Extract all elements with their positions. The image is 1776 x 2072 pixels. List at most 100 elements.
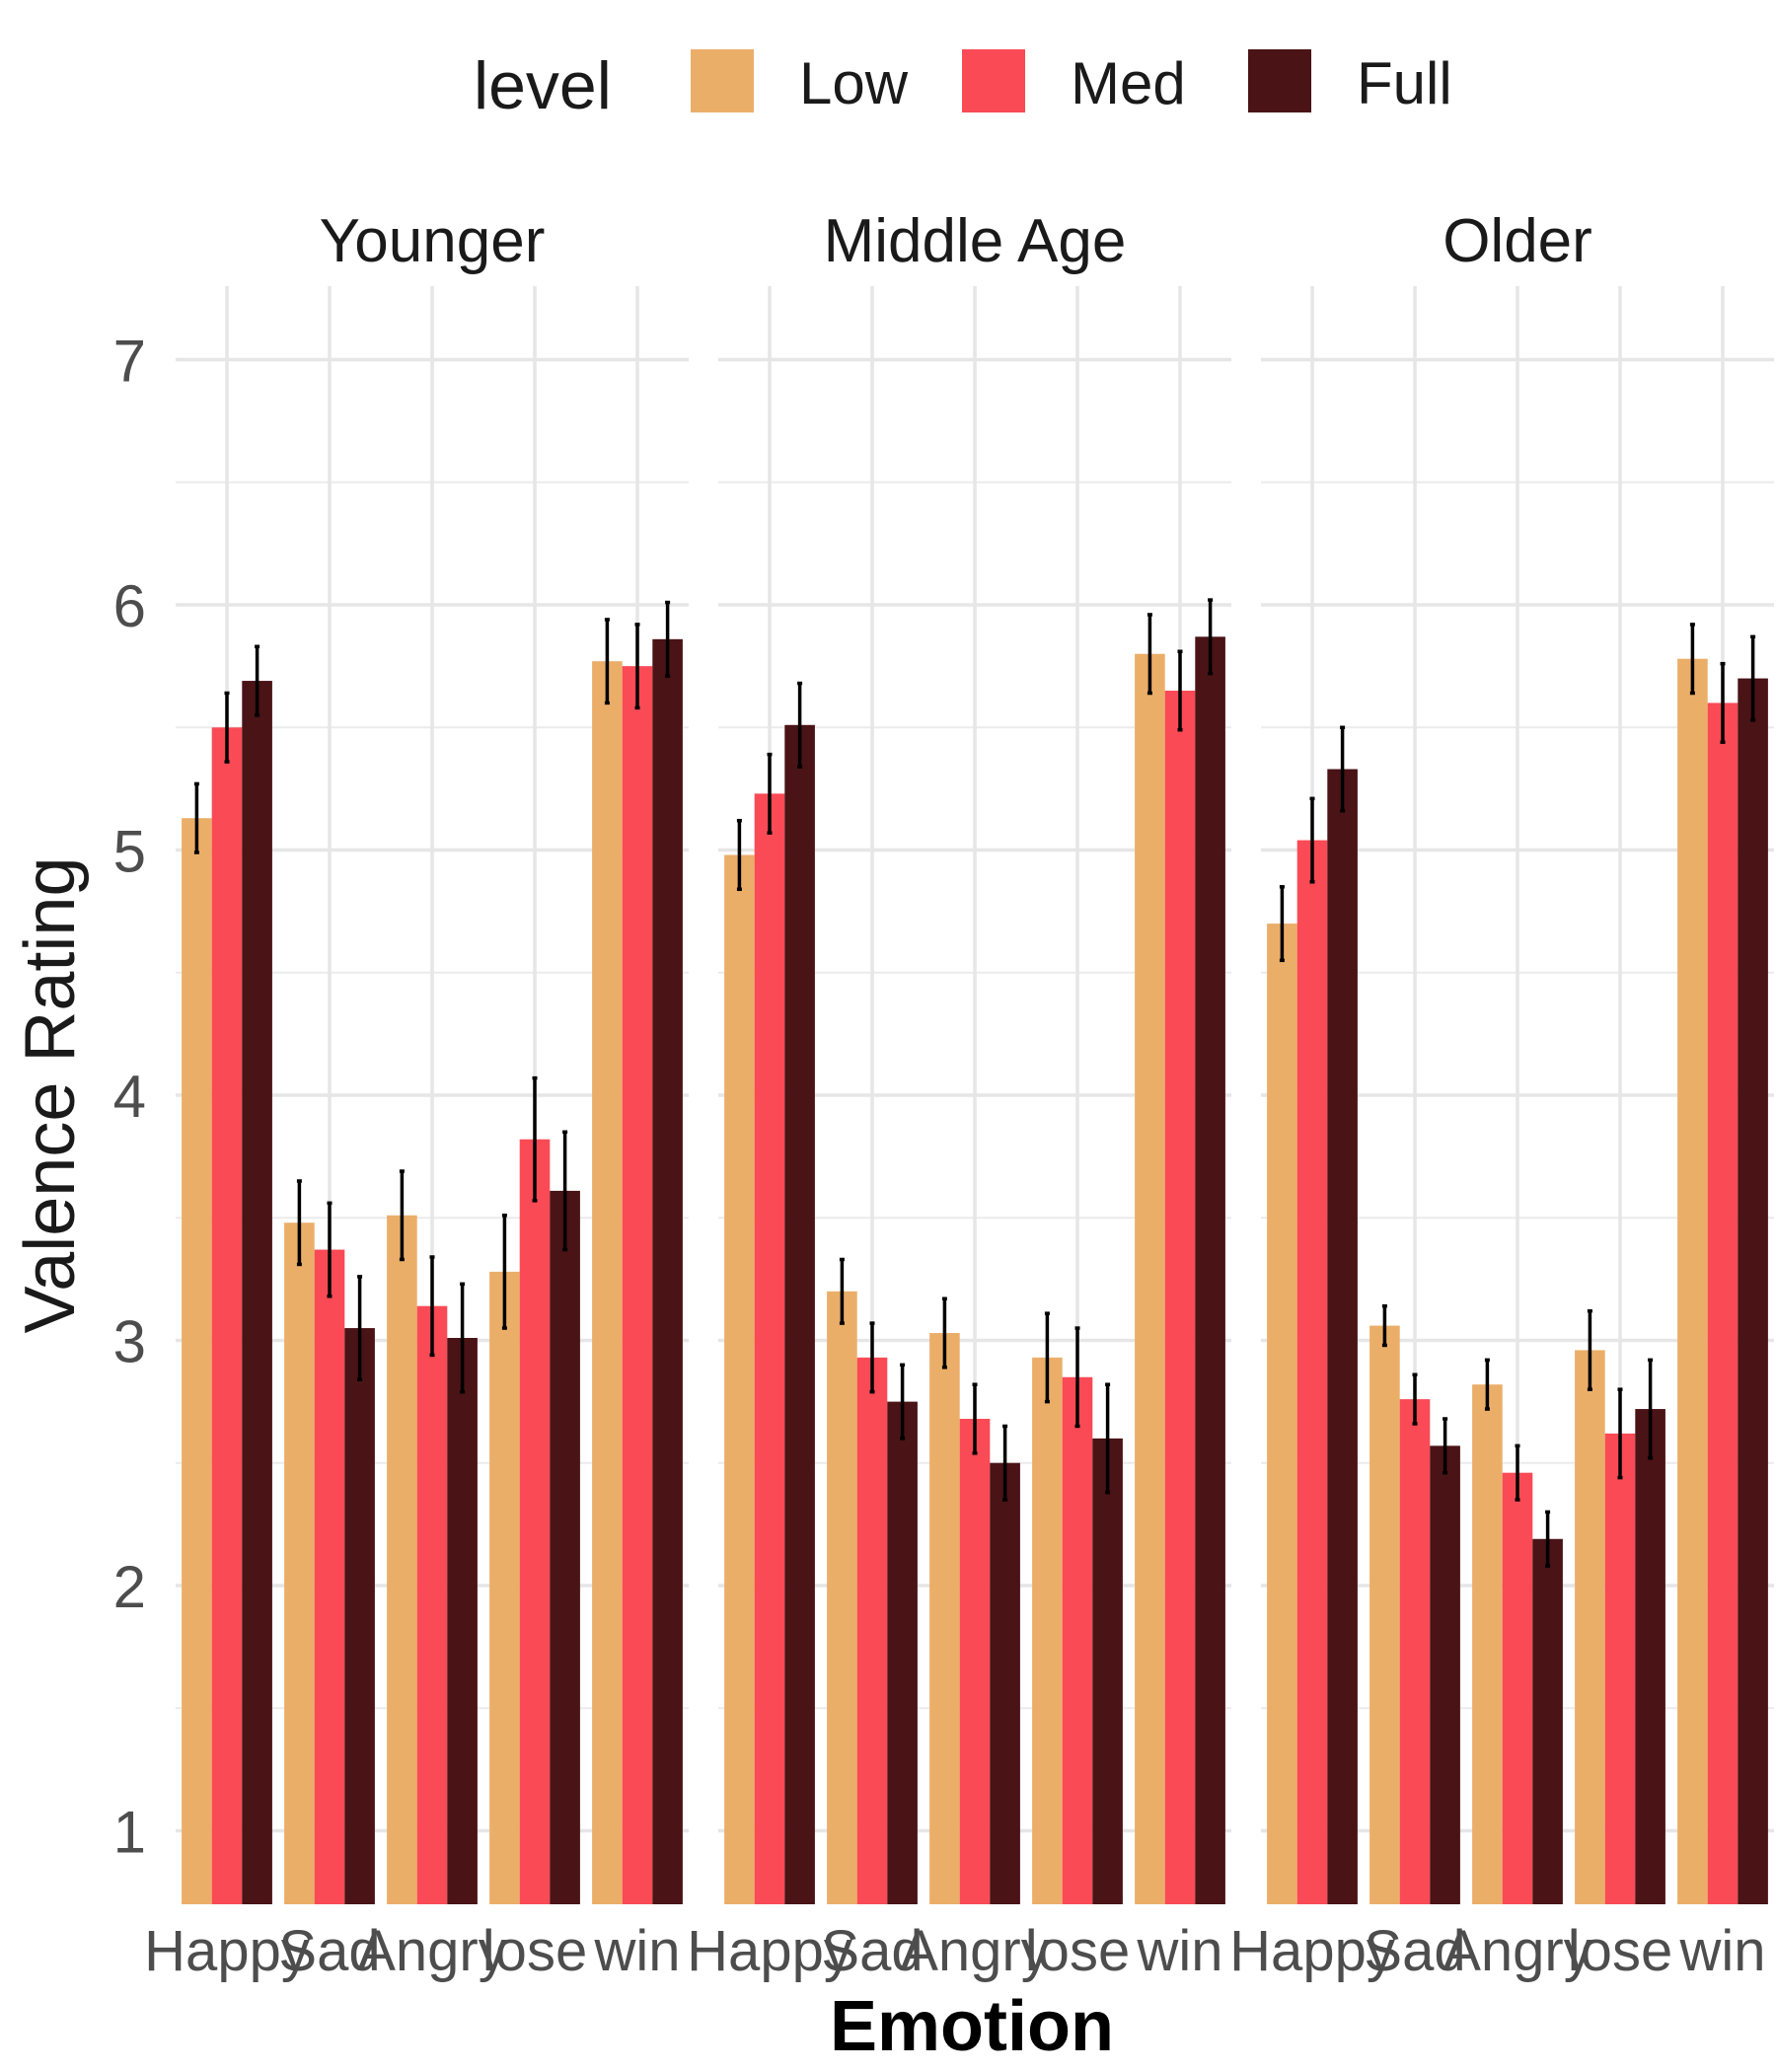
bar-full (1430, 1445, 1460, 1904)
bar-low (182, 818, 212, 1904)
legend-item-low: Low (691, 49, 909, 116)
x-tick-label: win (1136, 1919, 1222, 1983)
error-bar (1545, 1510, 1551, 1568)
error-bar (1105, 1382, 1111, 1495)
bar-low (827, 1291, 857, 1904)
error-bar (532, 1075, 538, 1203)
x-axis-label: Emotion (830, 1987, 1114, 2066)
error-bar (224, 691, 230, 764)
legend-label: Med (1071, 50, 1186, 116)
bar-full (1635, 1409, 1665, 1904)
error-bar (797, 681, 803, 769)
error-bar (839, 1257, 845, 1325)
error-bar (1617, 1387, 1623, 1480)
error-bar (634, 623, 640, 710)
error-bar (1648, 1358, 1654, 1460)
x-tick-label: Happy (1229, 1919, 1395, 1983)
x-tick-label: Angry (900, 1919, 1050, 1983)
bar-full (550, 1190, 580, 1904)
bar-med (1164, 691, 1196, 1904)
error-bar (255, 644, 260, 717)
y-tick-label: 5 (113, 819, 146, 885)
y-tick-label: 1 (113, 1799, 146, 1865)
bar-low (1677, 658, 1708, 1904)
bar-full (784, 724, 815, 1905)
bar-med (519, 1139, 551, 1904)
error-bar (1750, 634, 1756, 722)
error-bar (1587, 1308, 1592, 1391)
error-bar (900, 1363, 906, 1441)
y-tick-label: 4 (113, 1064, 146, 1130)
error-bar (429, 1255, 435, 1358)
bar-low (1369, 1325, 1400, 1904)
bar-low (1135, 653, 1165, 1904)
bar-med (314, 1249, 345, 1904)
error-bar (327, 1201, 333, 1298)
bar-full (344, 1328, 375, 1904)
panel-strip-label: Middle Age (824, 207, 1127, 275)
bar-full (887, 1401, 918, 1904)
error-bar (1720, 661, 1726, 744)
bar-low (1032, 1357, 1063, 1904)
error-bar (460, 1282, 466, 1394)
error-bar (767, 752, 773, 835)
error-bar (1381, 1303, 1387, 1348)
error-bar (1484, 1358, 1490, 1411)
bar-med (416, 1305, 448, 1904)
panel-strip-label: Older (1443, 207, 1592, 275)
error-bar (399, 1169, 405, 1262)
error-bar (1044, 1311, 1050, 1404)
bar-low (592, 661, 623, 1904)
error-bar (972, 1382, 978, 1455)
bar-med (959, 1419, 991, 1904)
bar-full (990, 1462, 1020, 1904)
bar-full (1532, 1538, 1563, 1904)
y-tick-label: 3 (113, 1308, 146, 1374)
bar-med (211, 727, 243, 1904)
error-bar (736, 818, 742, 892)
bar-low (929, 1333, 960, 1904)
x-tick-label: win (593, 1919, 680, 1983)
y-tick-label: 7 (113, 329, 146, 395)
error-bar (1279, 885, 1285, 963)
bar-med (622, 666, 653, 1904)
bar-low (387, 1215, 417, 1904)
bar-low (489, 1271, 520, 1904)
bar-med (1062, 1376, 1093, 1904)
y-axis-label: Valence Rating (11, 857, 90, 1334)
legend-swatch (691, 49, 754, 112)
bar-full (1738, 678, 1768, 1905)
error-bar (1002, 1424, 1008, 1502)
error-bar (1689, 623, 1695, 696)
bar-low (1267, 924, 1297, 1904)
error-bar (1340, 725, 1346, 813)
bar-full (447, 1338, 478, 1904)
x-tick-label: Sad (821, 1919, 923, 1983)
x-tick-label: Angry (357, 1919, 507, 1983)
x-tick-label: Sad (278, 1919, 380, 1983)
x-tick-label: Sad (1364, 1919, 1465, 1983)
legend: level Low Med Full (474, 48, 1452, 123)
error-bar (1309, 796, 1315, 884)
error-bar (562, 1130, 568, 1252)
error-bar (357, 1275, 363, 1381)
bar-low (724, 854, 755, 1904)
x-tick-label: Happy (687, 1919, 852, 1983)
x-tick-label: lose (1568, 1919, 1672, 1983)
legend-swatch (962, 49, 1025, 112)
x-tick-label: lose (482, 1919, 587, 1983)
bar-low (1472, 1384, 1503, 1904)
error-bar (1443, 1417, 1448, 1475)
bar-med (1399, 1399, 1431, 1904)
x-tick-label: win (1678, 1919, 1765, 1983)
bar-med (754, 793, 785, 1904)
error-bar (1147, 613, 1152, 696)
legend-title: level (474, 48, 612, 123)
error-bar (1515, 1443, 1520, 1502)
error-bar (296, 1179, 302, 1267)
error-bar (193, 781, 199, 854)
bar-full (1092, 1438, 1123, 1904)
error-bar (501, 1214, 507, 1330)
